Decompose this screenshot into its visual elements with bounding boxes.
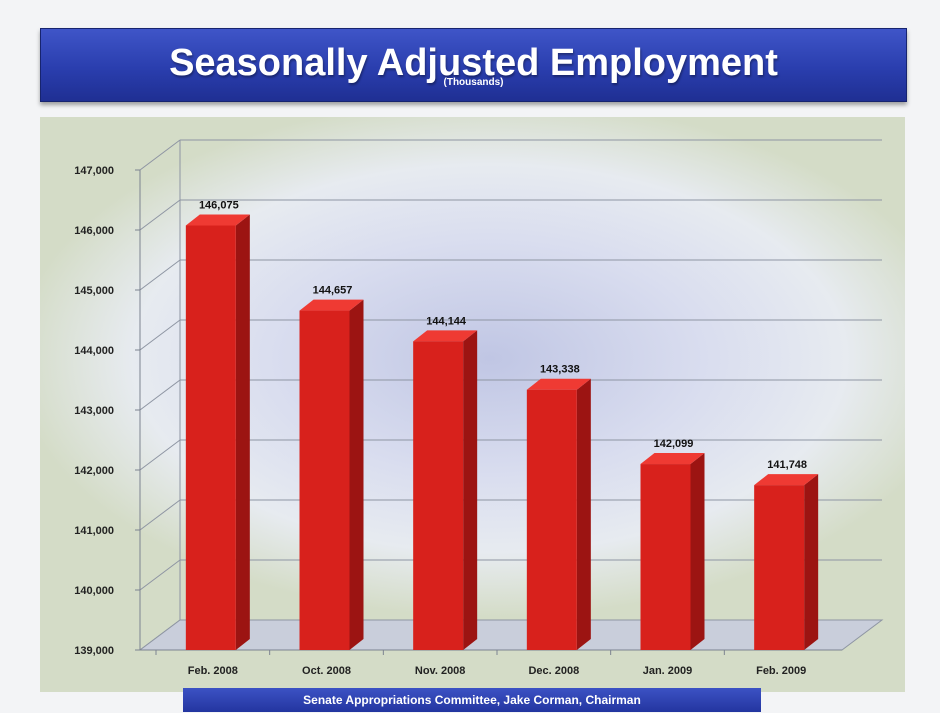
bar-side xyxy=(349,299,364,650)
x-tick-label: Nov. 2008 xyxy=(415,665,466,677)
gridline-diagonal xyxy=(139,439,181,471)
y-tick-label: 145,000 xyxy=(74,285,114,297)
y-tick-label: 143,000 xyxy=(74,405,114,417)
x-tick-label: Oct. 2008 xyxy=(302,665,351,677)
bar-top xyxy=(640,453,705,465)
gridline-diagonal xyxy=(139,139,181,171)
bar-side xyxy=(576,378,591,650)
bar xyxy=(640,453,705,650)
bar-side xyxy=(690,453,705,650)
bar xyxy=(413,330,478,650)
bar-top xyxy=(185,214,250,226)
data-label: 144,144 xyxy=(426,315,467,327)
bar-side xyxy=(463,330,478,650)
gridlines xyxy=(139,139,882,651)
y-tick-label: 140,000 xyxy=(74,585,114,597)
gridline-diagonal xyxy=(139,559,181,591)
data-label: 144,657 xyxy=(313,285,353,297)
bar-top xyxy=(526,378,591,390)
data-label: 146,075 xyxy=(199,200,239,212)
gridline-diagonal xyxy=(139,199,181,231)
y-tick-label: 144,000 xyxy=(74,345,114,357)
bar-side xyxy=(804,474,819,650)
gridline-diagonal xyxy=(139,379,181,411)
gridline-diagonal xyxy=(139,319,181,351)
bar-top xyxy=(299,299,364,311)
x-tick-label: Feb. 2008 xyxy=(188,665,238,677)
x-tick-label: Feb. 2009 xyxy=(756,665,806,677)
bar xyxy=(754,474,819,650)
gridline-diagonal xyxy=(139,499,181,531)
bar xyxy=(526,378,591,650)
y-tick-label: 139,000 xyxy=(74,645,114,657)
bar xyxy=(299,299,364,650)
x-tick-label: Jan. 2009 xyxy=(643,665,693,677)
bar-chart: 139,000 140,000 141,000 142,000 143,000 144,0… xyxy=(74,139,884,677)
chart-subtitle: (Thousands) xyxy=(443,77,504,88)
y-tick-label: 142,000 xyxy=(74,465,114,477)
bar-front xyxy=(754,485,805,650)
y-tick-label: 147,000 xyxy=(74,165,114,177)
footer-banner: Senate Appropriations Committee, Jake Co… xyxy=(183,688,761,712)
bar-front xyxy=(299,310,350,650)
bar-front xyxy=(640,464,691,650)
data-label: 141,748 xyxy=(767,459,807,471)
chart-title: Seasonally Adjusted Employment xyxy=(169,42,778,84)
gridline-diagonal xyxy=(139,259,181,291)
bar-top xyxy=(413,330,478,342)
data-label: 142,099 xyxy=(654,438,694,450)
bar-top xyxy=(754,474,819,486)
bar-side xyxy=(235,214,250,650)
data-label: 143,338 xyxy=(540,364,580,376)
bar-front xyxy=(526,389,577,650)
bar-front xyxy=(413,341,464,650)
x-tick-label: Dec. 2008 xyxy=(528,665,579,677)
y-tick-label: 141,000 xyxy=(74,525,114,537)
bar xyxy=(185,214,250,650)
bar-front xyxy=(185,225,236,650)
plot-area: 139,000 140,000 141,000 142,000 143,000 144,0… xyxy=(40,117,905,692)
title-banner: Seasonally Adjusted Employment (Thousand… xyxy=(40,28,907,102)
y-tick-label: 146,000 xyxy=(74,225,114,237)
